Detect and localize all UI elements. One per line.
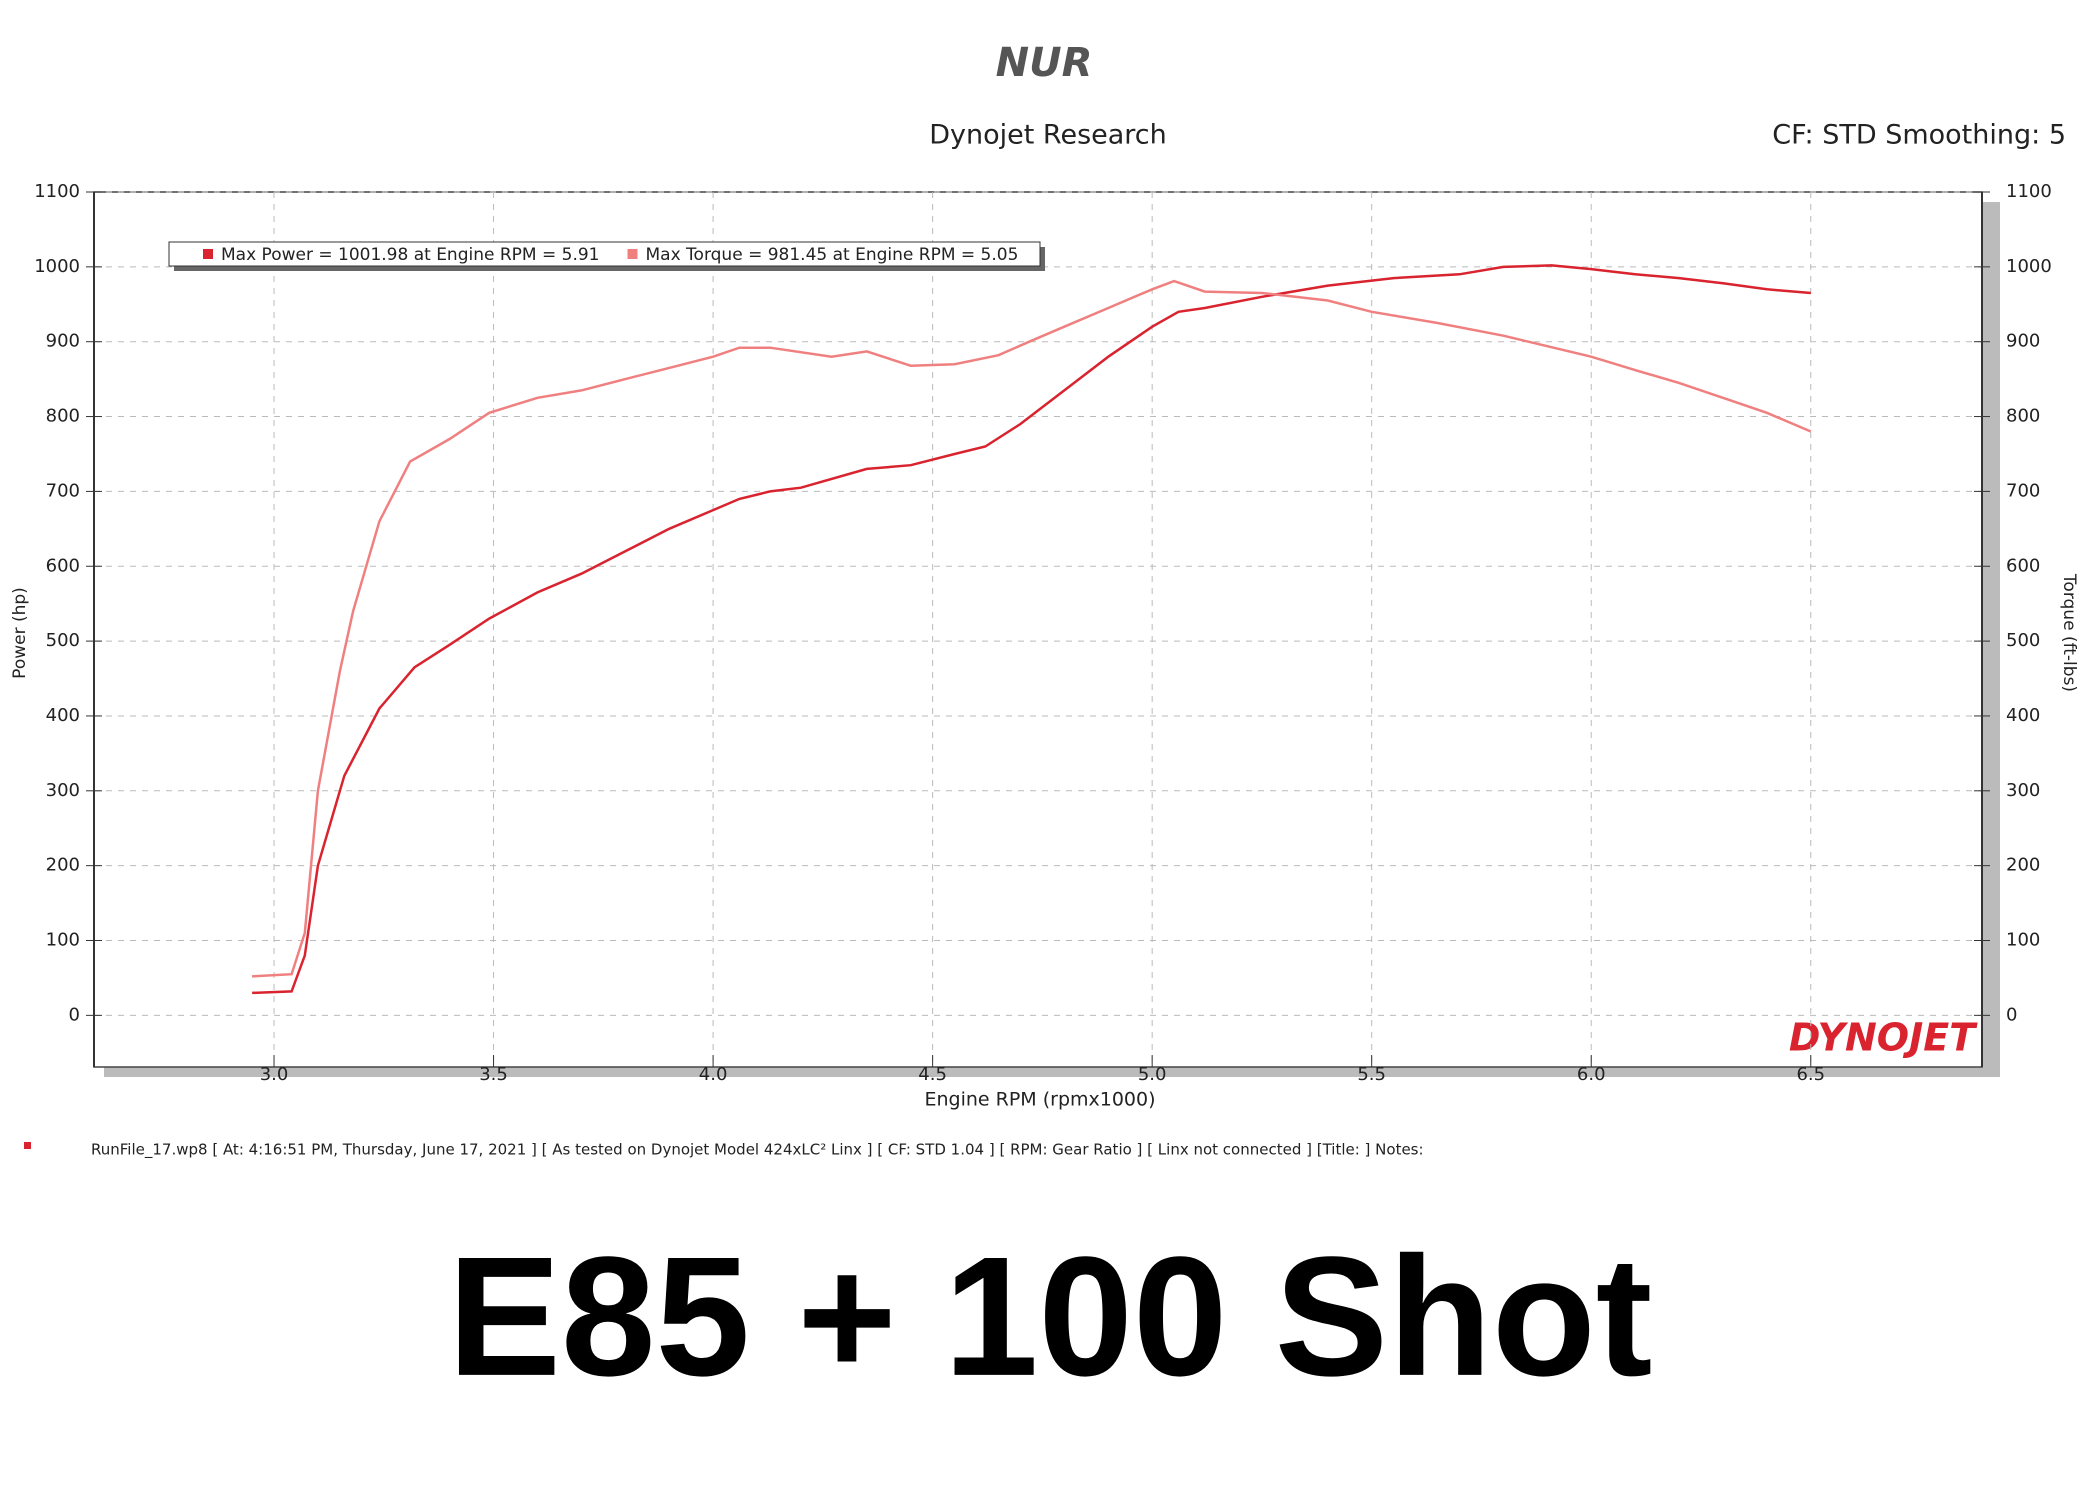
- y-tick-label: 1100: [34, 181, 80, 202]
- y2-tick-label: 100: [2006, 930, 2040, 951]
- plot-area: [93, 191, 1983, 1068]
- chart-subtitle: CF: STD Smoothing: 5: [1772, 120, 2066, 151]
- y-tick-label: 1000: [34, 256, 80, 277]
- footer-marker: [24, 1142, 31, 1149]
- y-tick-label: 300: [46, 780, 80, 801]
- chart-title: Dynojet Research: [929, 120, 1167, 151]
- y-axis-label: Power (hp): [10, 587, 30, 679]
- caption: E85 + 100 Shot: [448, 1222, 1653, 1412]
- series-line: [252, 279, 1812, 978]
- y2-tick-label: 700: [2006, 480, 2040, 501]
- y2-tick-label: 200: [2006, 855, 2040, 876]
- legend: [168, 241, 1041, 267]
- x-tick-label: 4.0: [699, 1064, 728, 1085]
- x-tick-label: 3.5: [479, 1064, 508, 1085]
- x-tick-label: 5.5: [1357, 1064, 1386, 1085]
- y2-tick-label: 400: [2006, 705, 2040, 726]
- y2-tick-label: 500: [2006, 630, 2040, 651]
- legend-marker: [203, 249, 213, 259]
- y2-tick-label: 1000: [2006, 256, 2052, 277]
- watermark: DYNOJET: [1789, 1016, 1978, 1060]
- y2-tick-label: 800: [2006, 406, 2040, 427]
- series-line: [252, 264, 1811, 995]
- footer: RunFile_17.wp8 [ At: 4:16:51 PM, Thursda…: [91, 1141, 1424, 1160]
- y-tick-label: 600: [46, 555, 80, 576]
- y2-tick-label: 300: [2006, 780, 2040, 801]
- legend-label: Max Power = 1001.98 at Engine RPM = 5.91: [221, 245, 600, 265]
- x-tick-label: 4.5: [918, 1064, 947, 1085]
- x-tick-label: 5.0: [1138, 1064, 1167, 1085]
- y-tick-label: 500: [46, 630, 80, 651]
- legend-label: Max Torque = 981.45 at Engine RPM = 5.05: [646, 245, 1019, 265]
- y2-axis-label: Torque (ft-lbs): [2059, 573, 2079, 692]
- legend-marker: [627, 249, 638, 259]
- y2-tick-label: 1100: [2006, 181, 2052, 202]
- y-tick-label: 800: [46, 406, 80, 427]
- y-tick-label: 200: [46, 855, 80, 876]
- y2-tick-label: 600: [2006, 555, 2040, 576]
- y2-tick-label: 900: [2006, 331, 2040, 352]
- y2-tick-label: 0: [2006, 1004, 2017, 1025]
- x-tick-label: 3.0: [260, 1064, 289, 1085]
- y-tick-label: 0: [69, 1004, 80, 1025]
- y-tick-label: 900: [46, 331, 80, 352]
- x-tick-label: 6.5: [1796, 1064, 1825, 1085]
- logo: NUR: [996, 40, 1093, 86]
- x-tick-label: 6.0: [1577, 1064, 1606, 1085]
- y-tick-label: 400: [46, 705, 80, 726]
- y-tick-label: 100: [46, 930, 80, 951]
- y-tick-label: 700: [46, 480, 80, 501]
- x-axis-label: Engine RPM (rpmx1000): [924, 1089, 1155, 1111]
